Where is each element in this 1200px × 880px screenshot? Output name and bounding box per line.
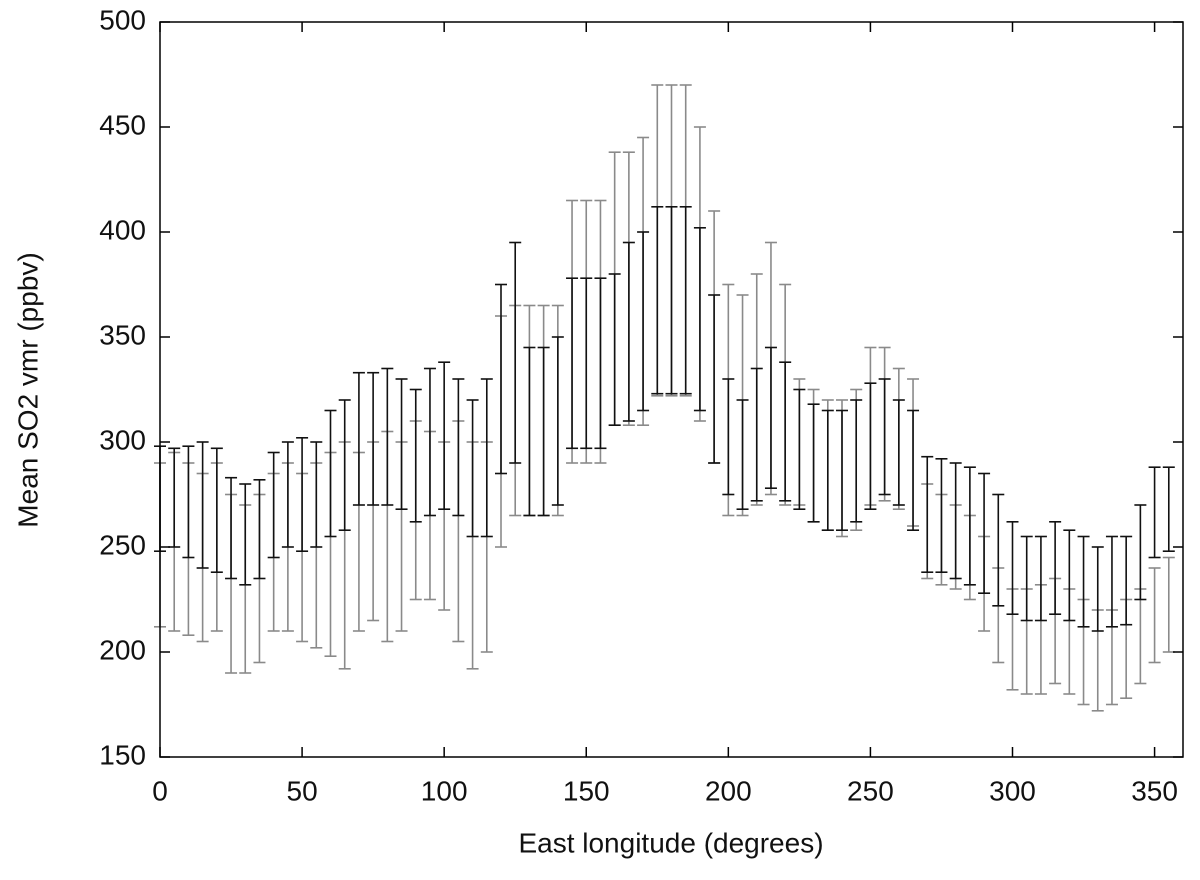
error-bar	[551, 336, 564, 506]
x-tick-label: 150	[563, 775, 610, 806]
x-tick-label: 0	[152, 775, 168, 806]
x-tick-label: 300	[989, 775, 1036, 806]
error-bar	[949, 462, 962, 580]
error-bar	[622, 241, 635, 422]
error-bar	[992, 493, 1005, 607]
error-bar	[352, 371, 365, 506]
error-bar	[338, 399, 351, 532]
error-bar	[580, 277, 593, 450]
error-bar	[1091, 546, 1104, 632]
error-bar	[367, 371, 380, 506]
error-bar	[523, 346, 536, 517]
error-bar	[892, 399, 905, 506]
error-bar	[693, 227, 706, 412]
error-bar	[807, 403, 820, 523]
error-bar	[779, 361, 792, 502]
error-bar	[750, 367, 763, 502]
error-bar	[963, 466, 976, 586]
x-tick-label: 200	[705, 775, 752, 806]
error-bar	[1148, 466, 1161, 559]
error-bar	[324, 409, 337, 538]
error-bar	[281, 441, 294, 548]
y-tick-label: 400	[99, 214, 146, 245]
error-bar	[409, 388, 422, 523]
error-bar	[679, 206, 692, 395]
error-bar	[182, 445, 195, 559]
error-bar	[1034, 535, 1047, 622]
error-bar	[509, 241, 522, 464]
y-tick-label: 250	[99, 529, 146, 560]
error-bar	[722, 378, 735, 496]
error-bar	[395, 378, 408, 511]
error-bar	[267, 451, 280, 559]
error-bar	[1020, 535, 1033, 622]
error-bar	[1006, 520, 1019, 616]
error-bar	[665, 206, 678, 395]
error-bar	[225, 476, 238, 580]
error-bar	[864, 382, 877, 511]
error-bar	[978, 472, 991, 595]
error-bar	[168, 447, 181, 548]
y-tick-label: 500	[99, 4, 146, 35]
x-axis-label: East longitude (degrees)	[518, 827, 823, 858]
error-bar	[1063, 529, 1076, 622]
error-bar	[637, 231, 650, 412]
x-tick-label: 50	[287, 775, 318, 806]
error-bar	[537, 346, 550, 517]
error-bar	[1077, 535, 1090, 628]
x-tick-label: 350	[1131, 775, 1178, 806]
error-bar	[1162, 556, 1175, 653]
plot-frame	[159, 21, 1184, 758]
x-tick-label: 250	[847, 775, 894, 806]
error-bar	[764, 346, 777, 490]
error-bar	[1162, 466, 1175, 553]
y-tick-label: 200	[99, 634, 146, 665]
error-bar	[1105, 535, 1118, 628]
error-bar	[1049, 520, 1062, 616]
error-bar	[850, 399, 863, 523]
error-bar	[480, 378, 493, 538]
error-bar	[836, 409, 848, 532]
error-bar	[878, 378, 891, 496]
error-bar	[566, 277, 579, 450]
error-bar	[821, 409, 834, 532]
error-bar	[423, 367, 436, 517]
error-bar	[452, 378, 465, 517]
y-axis-label: Mean SO2 vmr (ppbv)	[12, 252, 43, 527]
error-bar	[708, 294, 721, 464]
error-bar	[594, 277, 607, 450]
x-tick-label: 100	[421, 775, 468, 806]
y-tick-label: 450	[99, 109, 146, 140]
error-bar	[736, 399, 749, 511]
error-bar	[210, 447, 223, 574]
y-tick-label: 300	[99, 424, 146, 455]
error-bar	[438, 361, 451, 511]
error-bar	[935, 457, 948, 574]
error-bar	[651, 206, 664, 395]
error-bar	[296, 436, 309, 553]
error-bar	[1148, 567, 1161, 664]
error-bar	[1134, 504, 1147, 601]
error-bar	[921, 455, 934, 574]
error-bar	[1134, 588, 1147, 685]
error-bar	[196, 441, 209, 569]
error-bar	[907, 409, 920, 532]
error-bar	[1120, 535, 1133, 626]
error-bar	[608, 273, 621, 427]
error-bar	[466, 399, 479, 538]
error-bar	[495, 283, 507, 475]
error-bar	[239, 483, 252, 586]
y-tick-label: 350	[99, 319, 146, 350]
error-bar	[381, 367, 394, 506]
error-bar	[253, 478, 266, 580]
error-bar	[793, 388, 806, 511]
y-tick-label: 150	[99, 739, 146, 770]
error-bar	[310, 441, 323, 548]
